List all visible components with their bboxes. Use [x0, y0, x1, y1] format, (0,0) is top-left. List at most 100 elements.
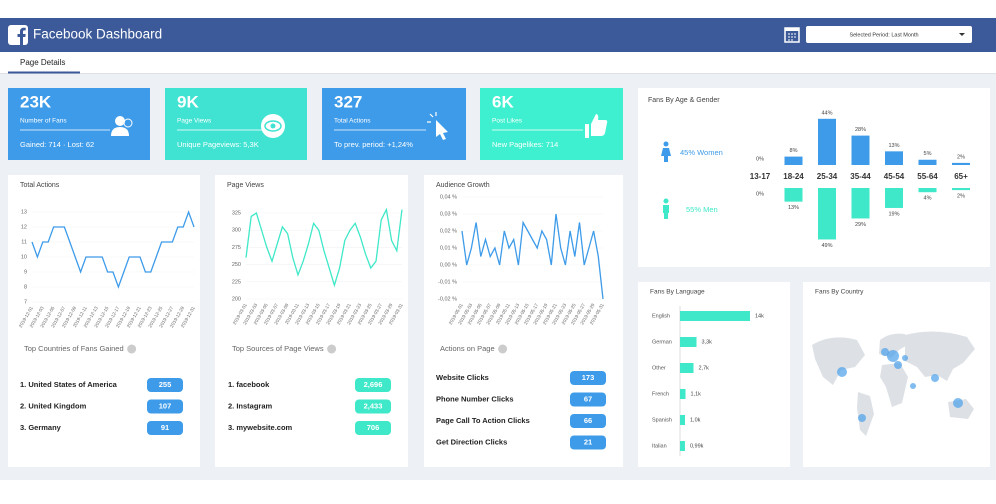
pill-value: 91: [161, 423, 169, 432]
x-tick-label: 25-34: [817, 172, 838, 181]
y-tick-label: 0,00 %: [440, 262, 457, 268]
value-pill: [570, 414, 606, 428]
facebook-f: [17, 27, 26, 45]
chart-title: Fans By Language: [650, 289, 705, 296]
bar: [680, 441, 685, 451]
y-tick-label: 0,03 %: [440, 211, 457, 217]
bar: [680, 389, 686, 399]
value-pill: [570, 435, 606, 450]
bar: [918, 188, 937, 193]
data-label: 1,0k: [690, 417, 701, 423]
calendar-icon[interactable]: [784, 27, 800, 43]
data-label: 44%: [821, 110, 832, 116]
y-tick-label: 0,04 %: [440, 194, 457, 200]
y-tick-label: 0,02 %: [440, 228, 457, 234]
data-label: 14k: [755, 313, 764, 319]
dropdown-arrow: [959, 33, 965, 36]
list-item-label: Get Direction Clicks: [436, 437, 507, 446]
kpi-value: 23K: [20, 92, 52, 111]
list-item-label: Website Clicks: [436, 373, 489, 382]
value-pill: [355, 378, 391, 392]
kpi-sub: To prev. period: +1,24%: [334, 140, 413, 149]
y-tick-label: 8: [24, 284, 27, 290]
map-land: [812, 337, 865, 385]
list-item-label: 1. facebook: [228, 380, 270, 389]
x-tick-label: 18-24: [783, 172, 804, 181]
y-tick-label: 12: [21, 224, 27, 230]
y-tick-label: 9: [24, 269, 27, 275]
data-label: 2%: [957, 194, 965, 200]
gender-icon: [663, 205, 669, 219]
icon-part: [436, 120, 448, 140]
bar: [680, 337, 697, 347]
data-label: 5%: [924, 151, 932, 157]
bar: [818, 188, 836, 240]
icon-part: [111, 127, 129, 136]
y-tick-label: 7: [24, 299, 27, 305]
pill-value: 255: [159, 380, 172, 389]
chart-title: Fans By Age & Gender: [648, 97, 720, 104]
data-label: 49%: [821, 243, 832, 249]
kpi-icon: [111, 116, 133, 136]
kpi-value: 6K: [492, 92, 514, 111]
list-item-label: 1. United States of America: [20, 380, 118, 389]
info-icon: [327, 344, 337, 354]
map-bubble: [931, 374, 939, 382]
info-icon: [498, 344, 508, 354]
data-label: 3,3k: [702, 339, 713, 345]
kpi-label: Page Views: [177, 118, 212, 125]
y-tick-label: 325: [232, 210, 241, 216]
data-label: 4%: [924, 196, 932, 202]
data-label: 13%: [788, 205, 799, 211]
list-item-label: 3. mywebsite.com: [228, 423, 293, 432]
data-label: 8%: [790, 148, 798, 154]
bar: [680, 415, 685, 425]
tab-label[interactable]: Page Details: [20, 58, 65, 67]
bar: [818, 118, 836, 165]
map-bubble: [881, 348, 889, 356]
pill-value: 67: [584, 394, 592, 403]
x-tick-label: 65+: [954, 172, 968, 181]
icon-part: [270, 123, 276, 129]
period-dropdown[interactable]: [806, 26, 972, 43]
map-land: [880, 363, 908, 407]
icon-part: [427, 112, 437, 123]
x-tick-label: 45-54: [884, 172, 905, 181]
x-tick-label: 35-44: [850, 172, 871, 181]
kpi-sub: Gained: 714 · Lost: 62: [20, 140, 94, 149]
bar: [952, 188, 970, 191]
map-bubble: [887, 350, 899, 362]
bar: [851, 135, 870, 165]
panel: [638, 88, 990, 267]
data-label: 1,1k: [691, 391, 702, 397]
y-tick-label: 13: [21, 209, 27, 215]
pill-value: 21: [584, 437, 592, 446]
y-tick-label: Italian: [652, 443, 667, 449]
kpi-value: 327: [334, 92, 362, 111]
panel: [8, 175, 200, 467]
map-bubble: [910, 383, 916, 389]
chart-title: Total Actions: [20, 182, 60, 189]
value-pill: [147, 399, 183, 414]
header-title: Facebook Dashboard: [33, 27, 162, 42]
x-tick-label: 55-64: [917, 172, 938, 181]
value-pill: [570, 371, 606, 385]
y-tick-label: Other: [652, 365, 666, 371]
list-title: Top Countries of Fans Gained: [24, 344, 124, 353]
y-tick-label: Spanish: [652, 417, 672, 423]
panel: [638, 282, 790, 467]
map-title: Fans By Country: [815, 289, 864, 296]
gender-icon: [663, 141, 669, 147]
bar: [784, 156, 803, 165]
list-item-label: 3. Germany: [20, 423, 62, 432]
bar: [885, 151, 903, 165]
bar: [680, 311, 750, 321]
map-bubble: [894, 361, 902, 369]
bar: [784, 188, 803, 202]
kpi-sub: Unique Pageviews: 5,3K: [177, 140, 259, 149]
kpi-label: Total Actions: [334, 118, 371, 125]
list-item-label: Phone Number Clicks: [436, 394, 514, 403]
map-bubble: [837, 367, 847, 377]
map-land: [857, 392, 874, 436]
